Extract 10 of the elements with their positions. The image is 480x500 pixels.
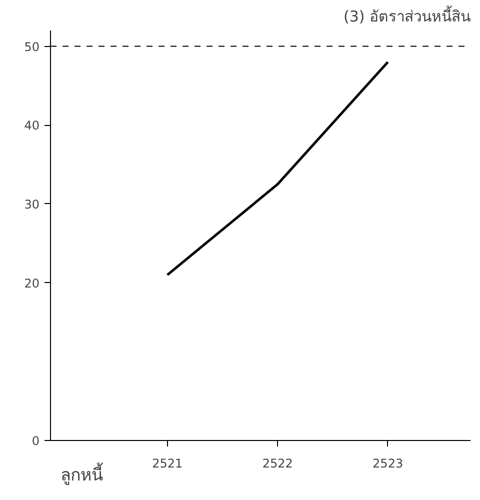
y-tick-label: 50 — [24, 40, 40, 54]
y-tick-label: 0 — [32, 434, 40, 448]
y-tick-label: 20 — [24, 276, 40, 290]
x-tick-label: 2522 — [262, 456, 293, 470]
x-axis-title: ลูกหนี้ — [60, 462, 104, 486]
y-tick-label: 40 — [24, 118, 40, 133]
y-tick-label: 30 — [24, 197, 40, 212]
chart-title: (3) อัตราส่วนหนี้สิน — [343, 6, 470, 26]
x-tick-label: 2523 — [372, 456, 404, 470]
x-tick-label: 2521 — [152, 456, 183, 470]
